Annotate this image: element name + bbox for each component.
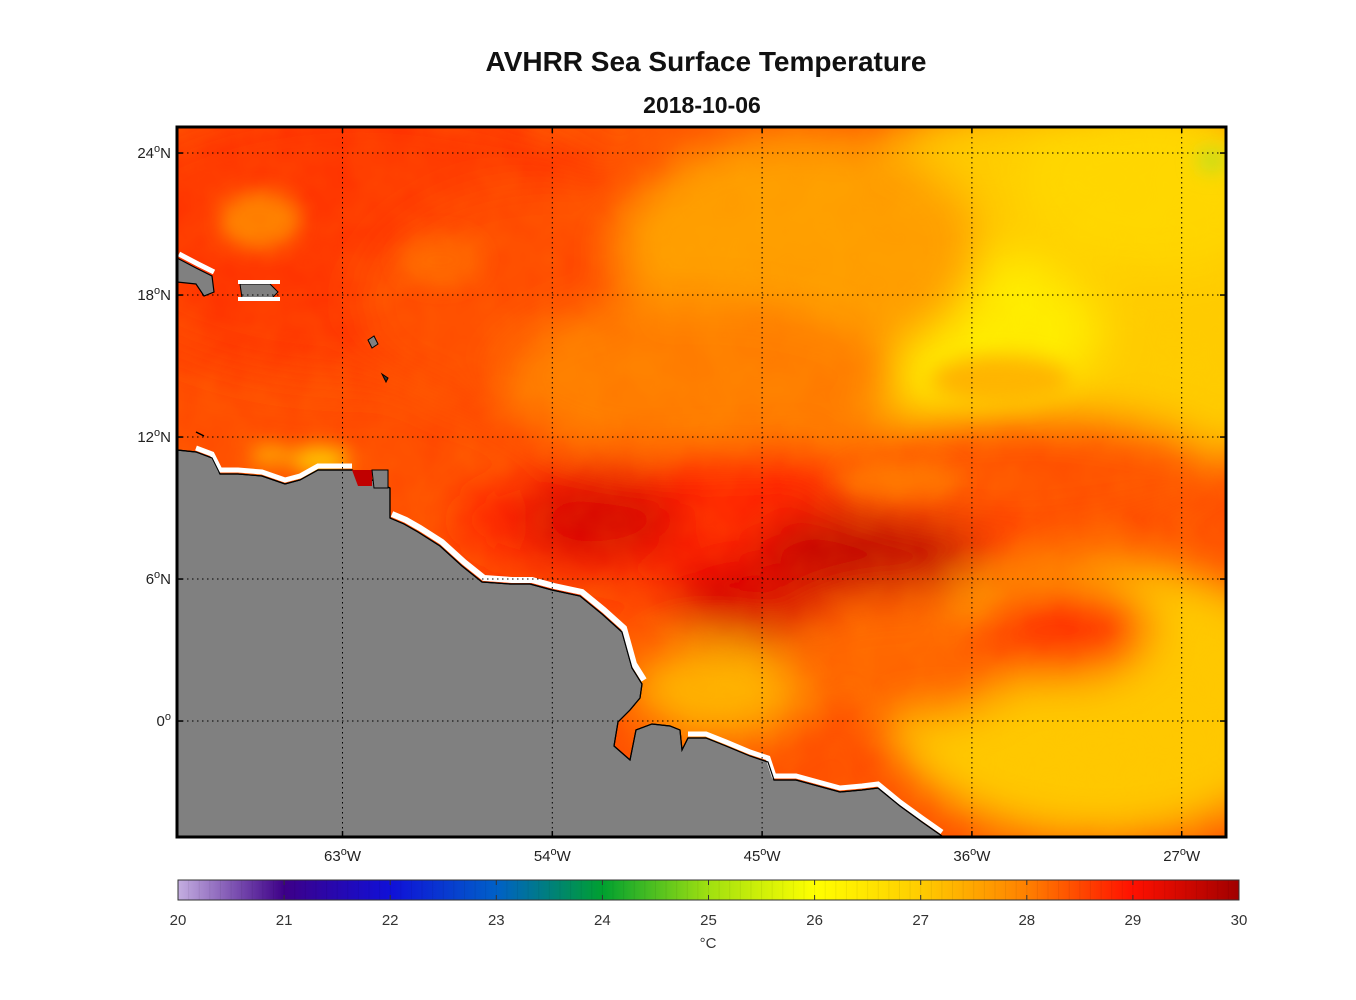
colorbar-tick-label: 20 xyxy=(170,912,187,929)
graticule xyxy=(177,127,1226,837)
colorbar-tick-label: 28 xyxy=(1018,912,1035,929)
land-martinique xyxy=(380,372,389,384)
colorbar-tick-label: 22 xyxy=(382,912,399,929)
latitude-labels: 24oN 18oN 12oN 6oN 0o xyxy=(137,143,171,730)
colorbar: 20 21 22 23 24 25 26 27 28 29 30 °C xyxy=(170,879,1248,952)
lon-label: 63oW xyxy=(324,846,362,865)
plot-frame xyxy=(175,125,1228,839)
colorbar-tick-label: 26 xyxy=(806,912,823,929)
chart-subtitle: 2018-10-06 xyxy=(643,92,761,118)
longitude-labels: 63oW 54oW 45oW 36oW 27oW xyxy=(324,846,1201,865)
colorbar-unit: °C xyxy=(700,935,717,952)
land-trinidad xyxy=(371,469,389,489)
colorbar-tick-label: 21 xyxy=(276,912,293,929)
colorbar-gradient xyxy=(178,880,1239,900)
colorbar-tick-label: 27 xyxy=(912,912,929,929)
land-puerto-rico xyxy=(239,283,279,299)
lat-label: 18oN xyxy=(137,285,171,304)
colorbar-tick-label: 23 xyxy=(488,912,505,929)
land-hispaniola xyxy=(177,257,215,297)
lat-label: 12oN xyxy=(137,427,171,446)
lat-label: 0o xyxy=(157,711,171,730)
lon-label: 54oW xyxy=(534,846,572,865)
lat-label: 24oN xyxy=(137,143,171,162)
lon-label: 36oW xyxy=(953,846,991,865)
lon-label: 27oW xyxy=(1163,846,1201,865)
colorbar-tick-label: 30 xyxy=(1231,912,1248,929)
chart-title: AVHRR Sea Surface Temperature xyxy=(485,46,927,77)
colorbar-tick-label: 25 xyxy=(700,912,717,929)
lon-label: 45oW xyxy=(744,846,782,865)
land-guadeloupe xyxy=(367,335,379,349)
colorbar-tick-label: 24 xyxy=(594,912,611,929)
sst-field xyxy=(177,127,1226,837)
land-grenada xyxy=(195,431,205,437)
tick-marks xyxy=(177,127,1226,837)
lat-label: 6oN xyxy=(146,569,171,588)
colorbar-tick-label: 29 xyxy=(1125,912,1142,929)
